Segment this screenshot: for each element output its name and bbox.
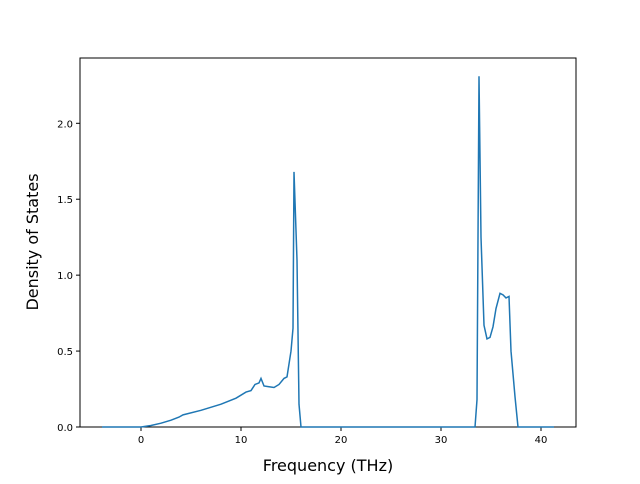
y-tick-label: 1.0 [57,271,73,282]
x-tick-label: 30 [435,435,448,446]
x-tick-label: 0 [138,435,144,446]
x-tick-label: 20 [335,435,348,446]
x-tick-label: 10 [235,435,248,446]
x-axis-label: Frequency (THz) [263,456,393,475]
y-axis-label: Density of States [23,173,42,310]
y-tick-label: 0.5 [57,347,73,358]
axes-frame [79,57,577,428]
y-tick-label: 0.0 [57,423,73,434]
line-series [102,76,554,428]
y-tick-label: 2.0 [57,119,73,130]
y-tick-label: 1.5 [57,195,73,206]
x-tick-label: 40 [535,435,548,446]
